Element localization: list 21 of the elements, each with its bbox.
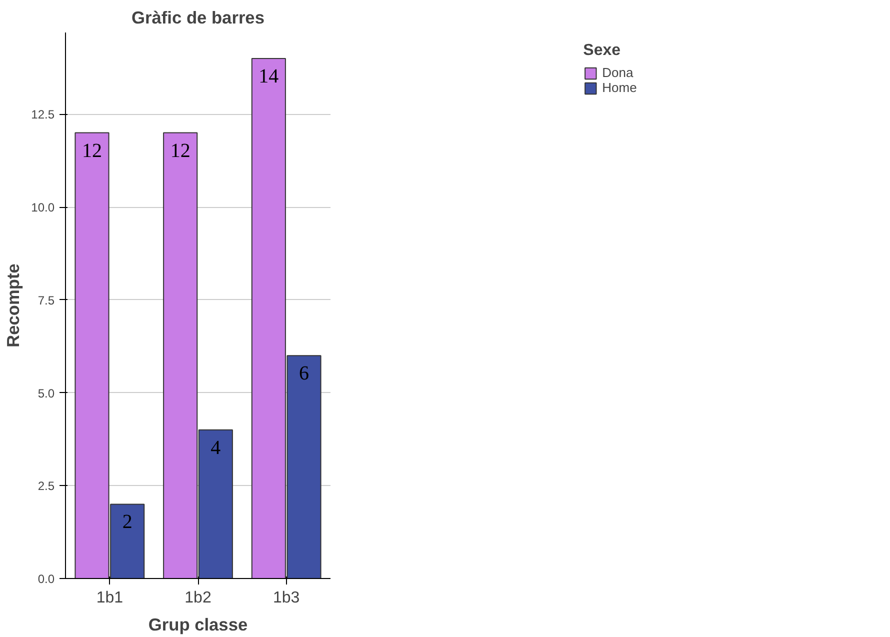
y-tick-label: 7.5	[38, 293, 55, 308]
x-axis-title: Grup classe	[148, 614, 248, 634]
y-tick-label: 5.0	[38, 386, 55, 400]
data-label: 14	[258, 66, 279, 88]
x-tick-label: 1b2	[184, 590, 212, 606]
y-tick-label: 2.5	[38, 479, 55, 494]
data-label: 12	[82, 140, 102, 162]
legend-label: Dona	[602, 65, 634, 80]
y-tick-label: 12.5	[31, 108, 55, 122]
legend-label: Home	[602, 80, 637, 95]
legend-title: Sexe	[583, 42, 622, 60]
y-tick-label: 10.0	[31, 200, 55, 215]
data-label: 12	[170, 140, 190, 162]
data-label: 6	[299, 362, 309, 385]
data-label: 2	[122, 511, 132, 534]
x-tick-label: 1b1	[96, 590, 124, 606]
chart-title: Gràfic de barres	[132, 8, 264, 28]
y-axis-title: Recompte	[3, 263, 24, 348]
y-tick-label: 0.0	[38, 572, 55, 586]
data-label: 4	[210, 436, 221, 459]
x-tick-label: 1b3	[272, 590, 300, 606]
